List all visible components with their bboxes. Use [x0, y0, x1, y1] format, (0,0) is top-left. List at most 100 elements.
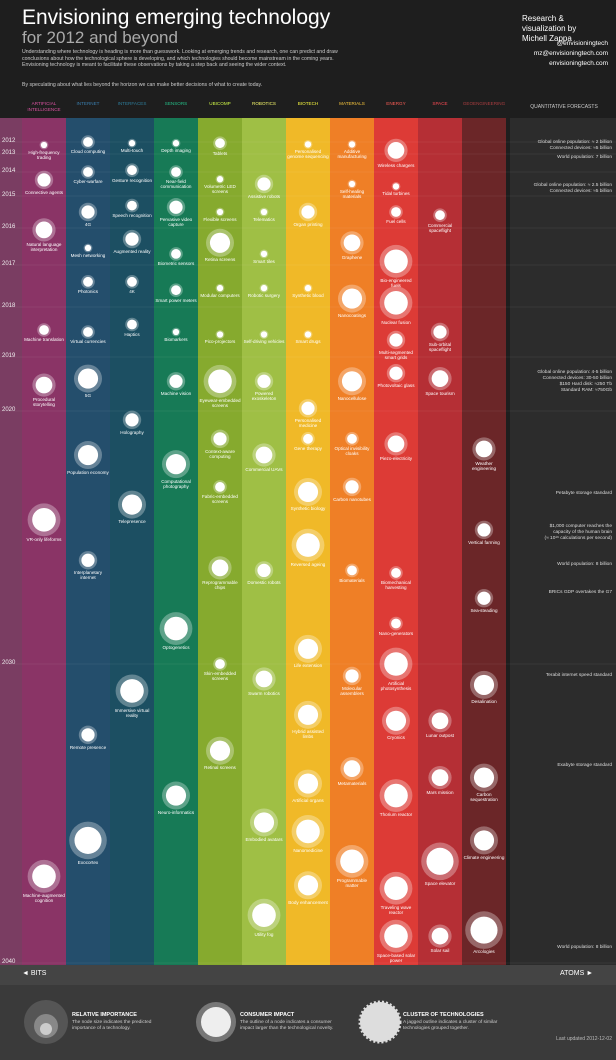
- node-label: High-frequency trading: [28, 149, 60, 160]
- node: [257, 374, 271, 388]
- node-label: Cloud computing: [70, 149, 106, 155]
- node: [77, 444, 99, 466]
- node-label: Gene therapy: [294, 446, 322, 452]
- node-label: Smart drugs: [295, 339, 321, 345]
- twitter[interactable]: @envisioningtech: [556, 40, 608, 47]
- node: [165, 454, 187, 475]
- node-label: Pico-projectors: [204, 339, 236, 345]
- node: [208, 369, 232, 394]
- node-label: Optogenetics: [162, 645, 190, 651]
- node-label: Synthetic biology: [290, 506, 326, 512]
- node: [255, 670, 273, 688]
- node: [127, 276, 137, 287]
- node: [301, 401, 315, 415]
- node: [260, 284, 268, 292]
- node: [340, 849, 364, 874]
- node: [209, 740, 231, 761]
- node-label: Personalised medicine: [294, 418, 322, 428]
- node-label: Mars mission: [426, 789, 454, 795]
- forecast-text: Exabyte storage standard: [557, 762, 612, 768]
- column-header: GEOENGINEERING: [462, 101, 506, 106]
- node: [347, 433, 357, 444]
- node-label: Sea-steading: [470, 607, 498, 613]
- node-label: Climate engineering: [463, 854, 505, 860]
- node-label: Cryonics: [387, 735, 405, 741]
- website[interactable]: envisioningtech.com: [549, 60, 608, 67]
- node: [387, 142, 405, 159]
- node-label: Traveling wave reactor: [380, 905, 412, 916]
- node: [35, 376, 53, 394]
- node-label: Thorium reactor: [379, 812, 413, 818]
- column: [462, 118, 506, 965]
- node-label: Additive manufacturing: [337, 149, 367, 160]
- node-label: Eyewear-embedded screens: [199, 398, 241, 409]
- year-label: 2013: [2, 150, 16, 156]
- title: Envisioning emerging technology: [22, 6, 331, 29]
- year-label: 2014: [2, 168, 16, 174]
- node-label: Modular computers: [200, 293, 240, 298]
- node-label: Artificial photosynthesis: [380, 680, 412, 691]
- email[interactable]: mz@envisioningtech.com: [533, 50, 608, 57]
- node: [127, 165, 137, 176]
- node: [345, 480, 359, 494]
- legend-text: A jagged outline indicates a cluster of …: [403, 1020, 498, 1031]
- node-label: Telepresence: [118, 519, 146, 525]
- node: [345, 669, 359, 683]
- node: [169, 374, 183, 388]
- node: [392, 183, 400, 190]
- node-label: Piezo-electricity: [379, 455, 413, 461]
- node: [120, 679, 144, 703]
- node: [257, 563, 271, 578]
- node: [83, 167, 93, 177]
- node: [473, 767, 495, 788]
- node-label: Procedural storytelling: [32, 397, 56, 408]
- node-label: Gesture recognition: [111, 177, 153, 183]
- node-label: Biometric sensors: [157, 261, 195, 267]
- node: [387, 435, 405, 453]
- forecast-text: (≈ 10¹⁶ calculations per second): [544, 536, 612, 542]
- column: [154, 118, 198, 965]
- node-label: Assistive robots: [247, 193, 281, 199]
- node: [37, 173, 51, 187]
- node: [431, 769, 449, 786]
- node: [347, 565, 357, 576]
- node-label: Photonics: [77, 289, 99, 295]
- node-label: Programmable matter: [336, 878, 368, 889]
- node: [260, 250, 268, 258]
- node: [260, 208, 268, 216]
- legend-icon: [40, 1023, 52, 1035]
- year-label: 2017: [2, 261, 16, 267]
- column-header: SPACE: [432, 101, 448, 106]
- node: [216, 331, 224, 338]
- node: [164, 616, 188, 641]
- node-label: Nanocellulose: [337, 395, 367, 401]
- forecast-text: Global online population: ≈ 2 billion: [537, 140, 612, 146]
- node-label: Biomaterials: [339, 577, 365, 583]
- node: [216, 284, 224, 292]
- node: [121, 494, 143, 515]
- legend-text: The outline of a node indicates a consum…: [240, 1020, 334, 1031]
- node: [32, 507, 56, 532]
- intro: Understanding where technology is headin…: [22, 49, 338, 69]
- node-label: Tablets: [212, 150, 228, 156]
- node-label: Space tourism: [425, 390, 455, 396]
- year-bar: [0, 118, 22, 965]
- node: [435, 210, 445, 221]
- node: [297, 875, 319, 896]
- node: [252, 903, 276, 927]
- node: [32, 864, 56, 889]
- node-label: Wireless chargers: [377, 162, 415, 168]
- node: [127, 200, 137, 211]
- node-label: Holography: [120, 429, 144, 435]
- legend-title: RELATIVE IMPORTANCE: [72, 1012, 137, 1018]
- node-label: Augmented reality: [113, 248, 151, 254]
- node-label: Desalination: [471, 699, 497, 705]
- node: [304, 331, 312, 338]
- node-label: Swarm robotics: [248, 691, 280, 697]
- node: [341, 288, 363, 309]
- node: [172, 140, 180, 147]
- node: [343, 760, 361, 778]
- node: [83, 327, 93, 337]
- forecast-text: Global online population: 4-5 billion: [537, 370, 612, 376]
